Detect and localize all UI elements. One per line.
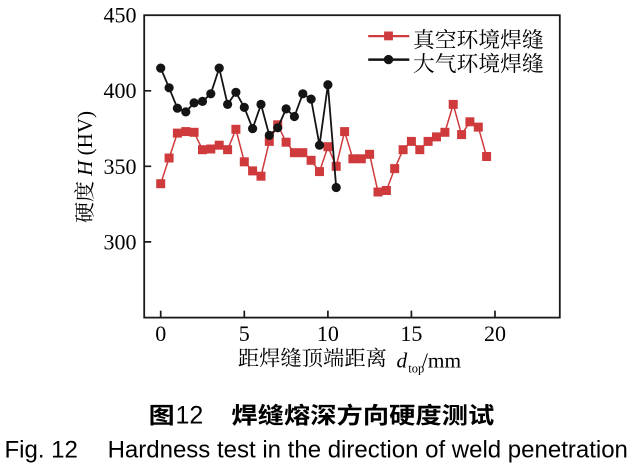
svg-text:15: 15 [400,321,422,346]
svg-text:5: 5 [239,321,250,346]
svg-text:Hardness test in the direction: Hardness test in the direction of weld p… [108,437,628,464]
svg-text:300: 300 [104,229,137,254]
svg-text:/mm: /mm [422,348,461,372]
svg-text:(HV): (HV) [73,111,97,155]
svg-text:20: 20 [484,321,506,346]
svg-text:10: 10 [317,321,339,346]
svg-text:d: d [397,348,408,372]
svg-text:top: top [408,361,424,375]
svg-text:Fig. 12: Fig. 12 [5,437,78,464]
svg-text:350: 350 [104,154,137,179]
svg-text:H: H [73,159,97,177]
svg-text:450: 450 [104,3,137,28]
svg-text:400: 400 [104,78,137,103]
svg-text:0: 0 [155,321,166,346]
svg-text:12: 12 [176,402,204,430]
